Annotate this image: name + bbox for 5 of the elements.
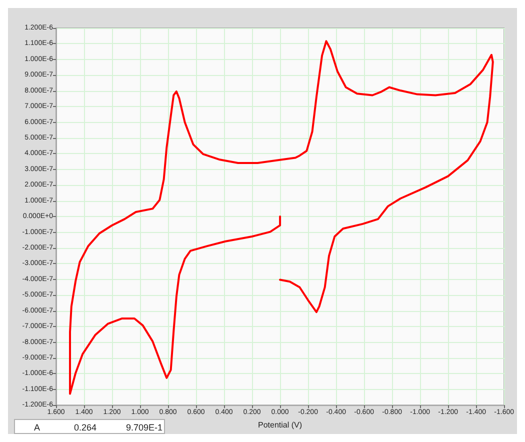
x-axis-title: Potential (V) (258, 420, 302, 430)
text: 9.709E-1 (126, 422, 163, 432)
line-series (69, 40, 494, 395)
text: 0.264 (74, 422, 97, 432)
text: A (34, 422, 40, 432)
